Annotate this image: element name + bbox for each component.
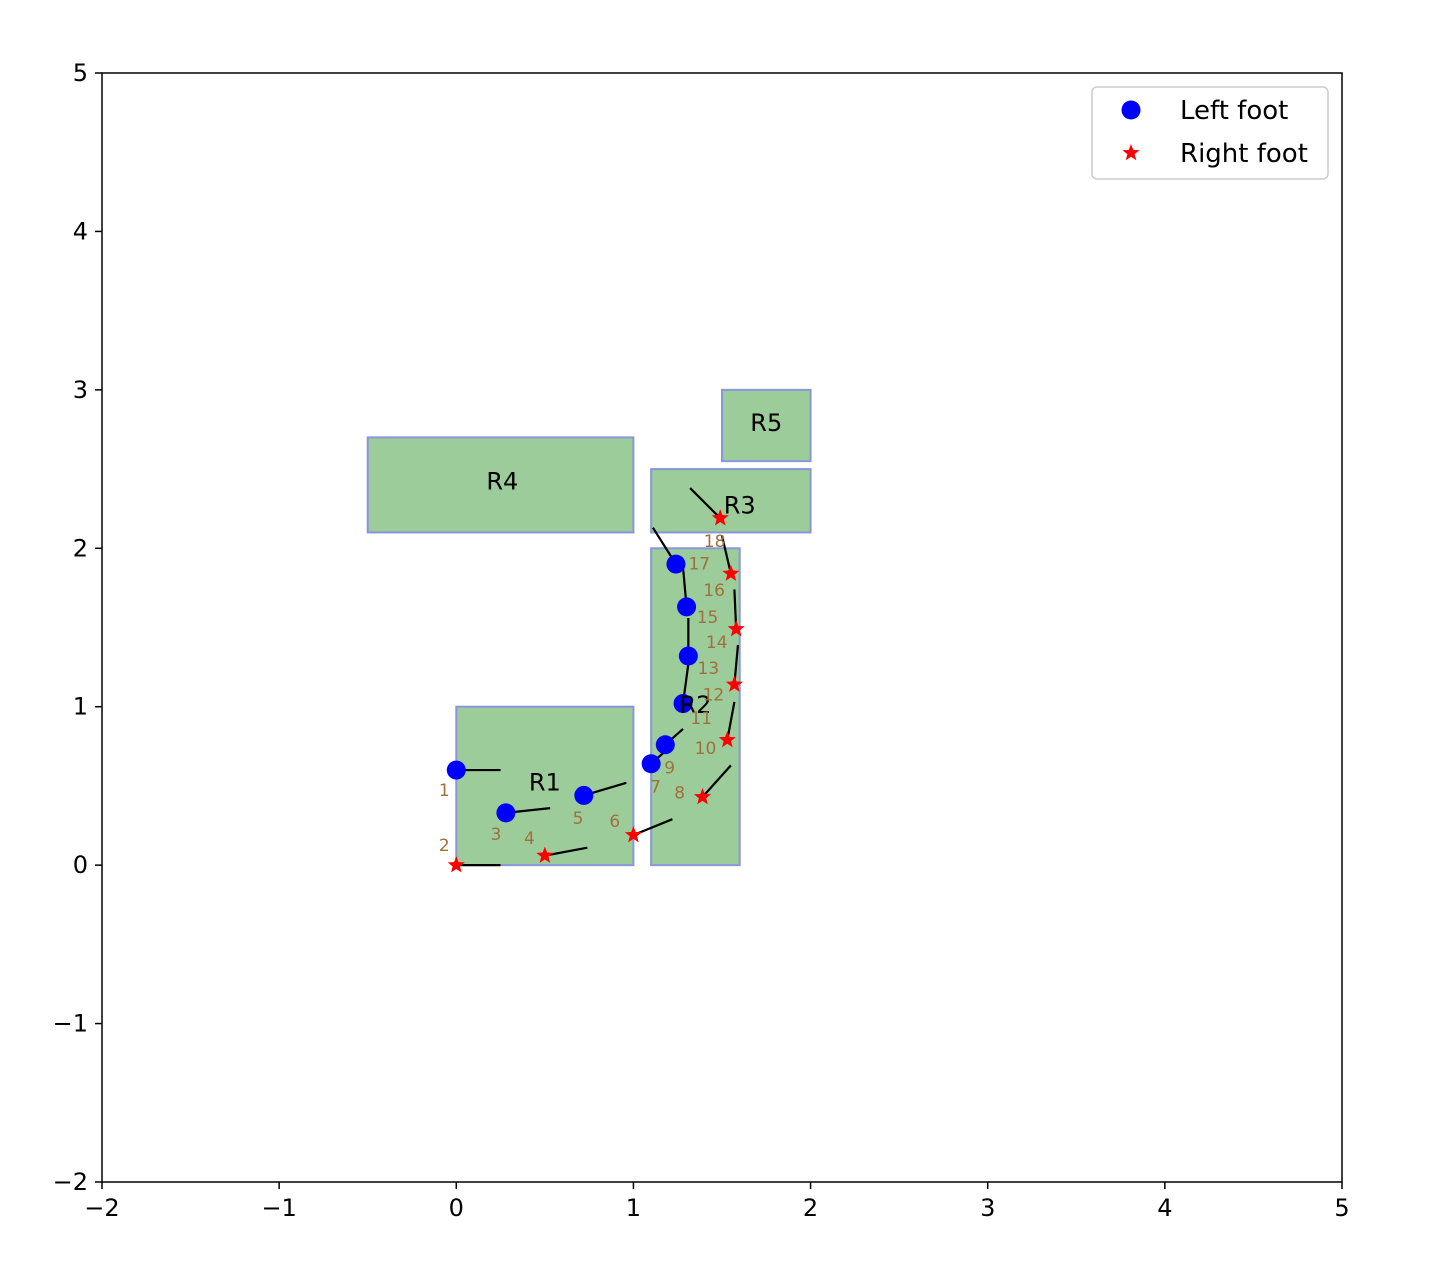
step-label: 7 (650, 778, 661, 798)
left-foot-marker (574, 785, 594, 805)
heading-line (720, 535, 732, 574)
left-foot-marker (678, 646, 698, 666)
legend-left-foot-marker (1121, 100, 1141, 120)
step-label: 12 (703, 686, 725, 706)
heading-line (544, 846, 588, 857)
step-label: 6 (609, 812, 620, 832)
left-foot-marker (496, 803, 516, 823)
x-tick-label: 2 (803, 1194, 818, 1222)
right-foot-marker (722, 564, 740, 581)
legend-label: Left foot (1180, 96, 1288, 126)
y-axis: −2 −1 0 1 2 3 4 5 (53, 59, 102, 1196)
left-foot-marker (677, 597, 697, 617)
x-tick-label: −2 (84, 1194, 119, 1222)
y-tick-label: 2 (73, 534, 88, 562)
heading-line (726, 701, 736, 741)
legend-box (1091, 86, 1329, 180)
step-label: 9 (664, 759, 675, 779)
step-label: 14 (706, 633, 728, 653)
regions-layer (366, 388, 812, 867)
step-label: 11 (690, 709, 712, 729)
x-tick-label: −1 (261, 1194, 296, 1222)
right-foot-marker (711, 509, 729, 526)
step-label: 13 (698, 659, 720, 679)
right-foot-marker (624, 826, 642, 843)
left-foot-marker (673, 694, 693, 714)
region-label-r1: R1 (529, 769, 561, 797)
x-tick-label: 0 (449, 1194, 464, 1222)
y-tick-label: 4 (73, 217, 88, 245)
region-r3 (650, 468, 812, 534)
step-label: 10 (695, 739, 717, 759)
region-r5 (721, 388, 812, 463)
left-foot-marker (446, 760, 466, 780)
region-r4 (366, 436, 635, 534)
step-label: 18 (704, 532, 726, 552)
x-tick-label: 5 (1334, 1194, 1349, 1222)
right-foot-marker (718, 730, 736, 748)
region-label-r4: R4 (486, 468, 518, 496)
x-tick-label: 4 (1157, 1194, 1172, 1222)
x-tick-label: 1 (626, 1194, 641, 1222)
y-tick-label: −1 (53, 1010, 88, 1038)
y-tick-label: −2 (53, 1168, 88, 1196)
y-tick-label: 1 (73, 693, 88, 721)
step-label: 4 (524, 829, 535, 849)
right-foot-marker (536, 846, 554, 863)
step-label: 15 (697, 608, 719, 628)
step-label: 3 (491, 825, 502, 845)
region-label-r2: R2 (679, 691, 711, 719)
y-tick-label: 0 (73, 851, 88, 879)
right-foot-marker (693, 788, 712, 805)
y-tick-label: 3 (73, 376, 88, 404)
right-foot-marker (727, 620, 745, 637)
left-foot-marker (655, 735, 675, 755)
region-r2 (650, 547, 741, 867)
step-label: 16 (703, 581, 725, 601)
region-label-r5: R5 (750, 409, 782, 437)
legend-label: Right foot (1180, 139, 1308, 169)
legend: Left foot Right foot (1091, 86, 1329, 180)
region-label-r3: R3 (724, 491, 756, 519)
footstep-markers-layer (446, 509, 745, 873)
step-label: 5 (573, 809, 584, 829)
right-foot-marker (447, 856, 465, 873)
plot-frame (101, 72, 1343, 1183)
legend-right-foot-marker (1122, 144, 1140, 161)
step-label: 2 (439, 836, 450, 856)
right-foot-marker (725, 675, 743, 692)
step-label: 8 (674, 784, 685, 804)
x-tick-label: 3 (980, 1194, 995, 1222)
step-label: 1 (439, 781, 450, 801)
step-label: 17 (688, 555, 710, 575)
heading-line (689, 487, 722, 519)
y-tick-label: 5 (73, 59, 88, 87)
heading-line (701, 764, 732, 798)
x-axis: −2 −1 0 1 2 3 4 5 (84, 1182, 1350, 1222)
left-foot-marker (641, 754, 661, 774)
region-r1 (455, 705, 635, 867)
left-foot-marker (666, 554, 686, 574)
